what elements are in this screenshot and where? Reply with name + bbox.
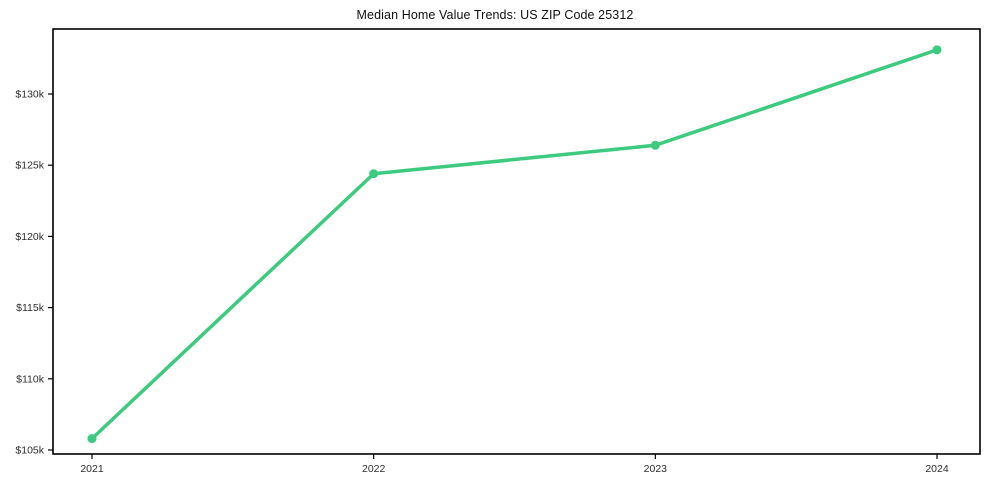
data-point bbox=[932, 45, 942, 55]
x-tick-label: 2022 bbox=[362, 463, 386, 475]
data-point bbox=[87, 434, 97, 444]
data-point bbox=[650, 140, 660, 150]
x-tick-label: 2024 bbox=[925, 463, 949, 475]
x-tick-label: 2023 bbox=[644, 463, 668, 475]
y-tick-label: $125k bbox=[15, 160, 44, 172]
y-tick-label: $110k bbox=[16, 373, 45, 385]
y-tick-label: $115k bbox=[16, 302, 45, 314]
chart-title: Median Home Value Trends: US ZIP Code 25… bbox=[356, 8, 634, 22]
y-tick-label: $105k bbox=[15, 445, 44, 457]
plot-border bbox=[52, 28, 981, 455]
trend-line bbox=[90, 48, 939, 441]
data-point bbox=[369, 169, 379, 179]
y-tick-label: $120k bbox=[15, 231, 44, 243]
y-tick-label: $130k bbox=[15, 89, 44, 101]
x-tick-label: 2021 bbox=[80, 463, 104, 475]
